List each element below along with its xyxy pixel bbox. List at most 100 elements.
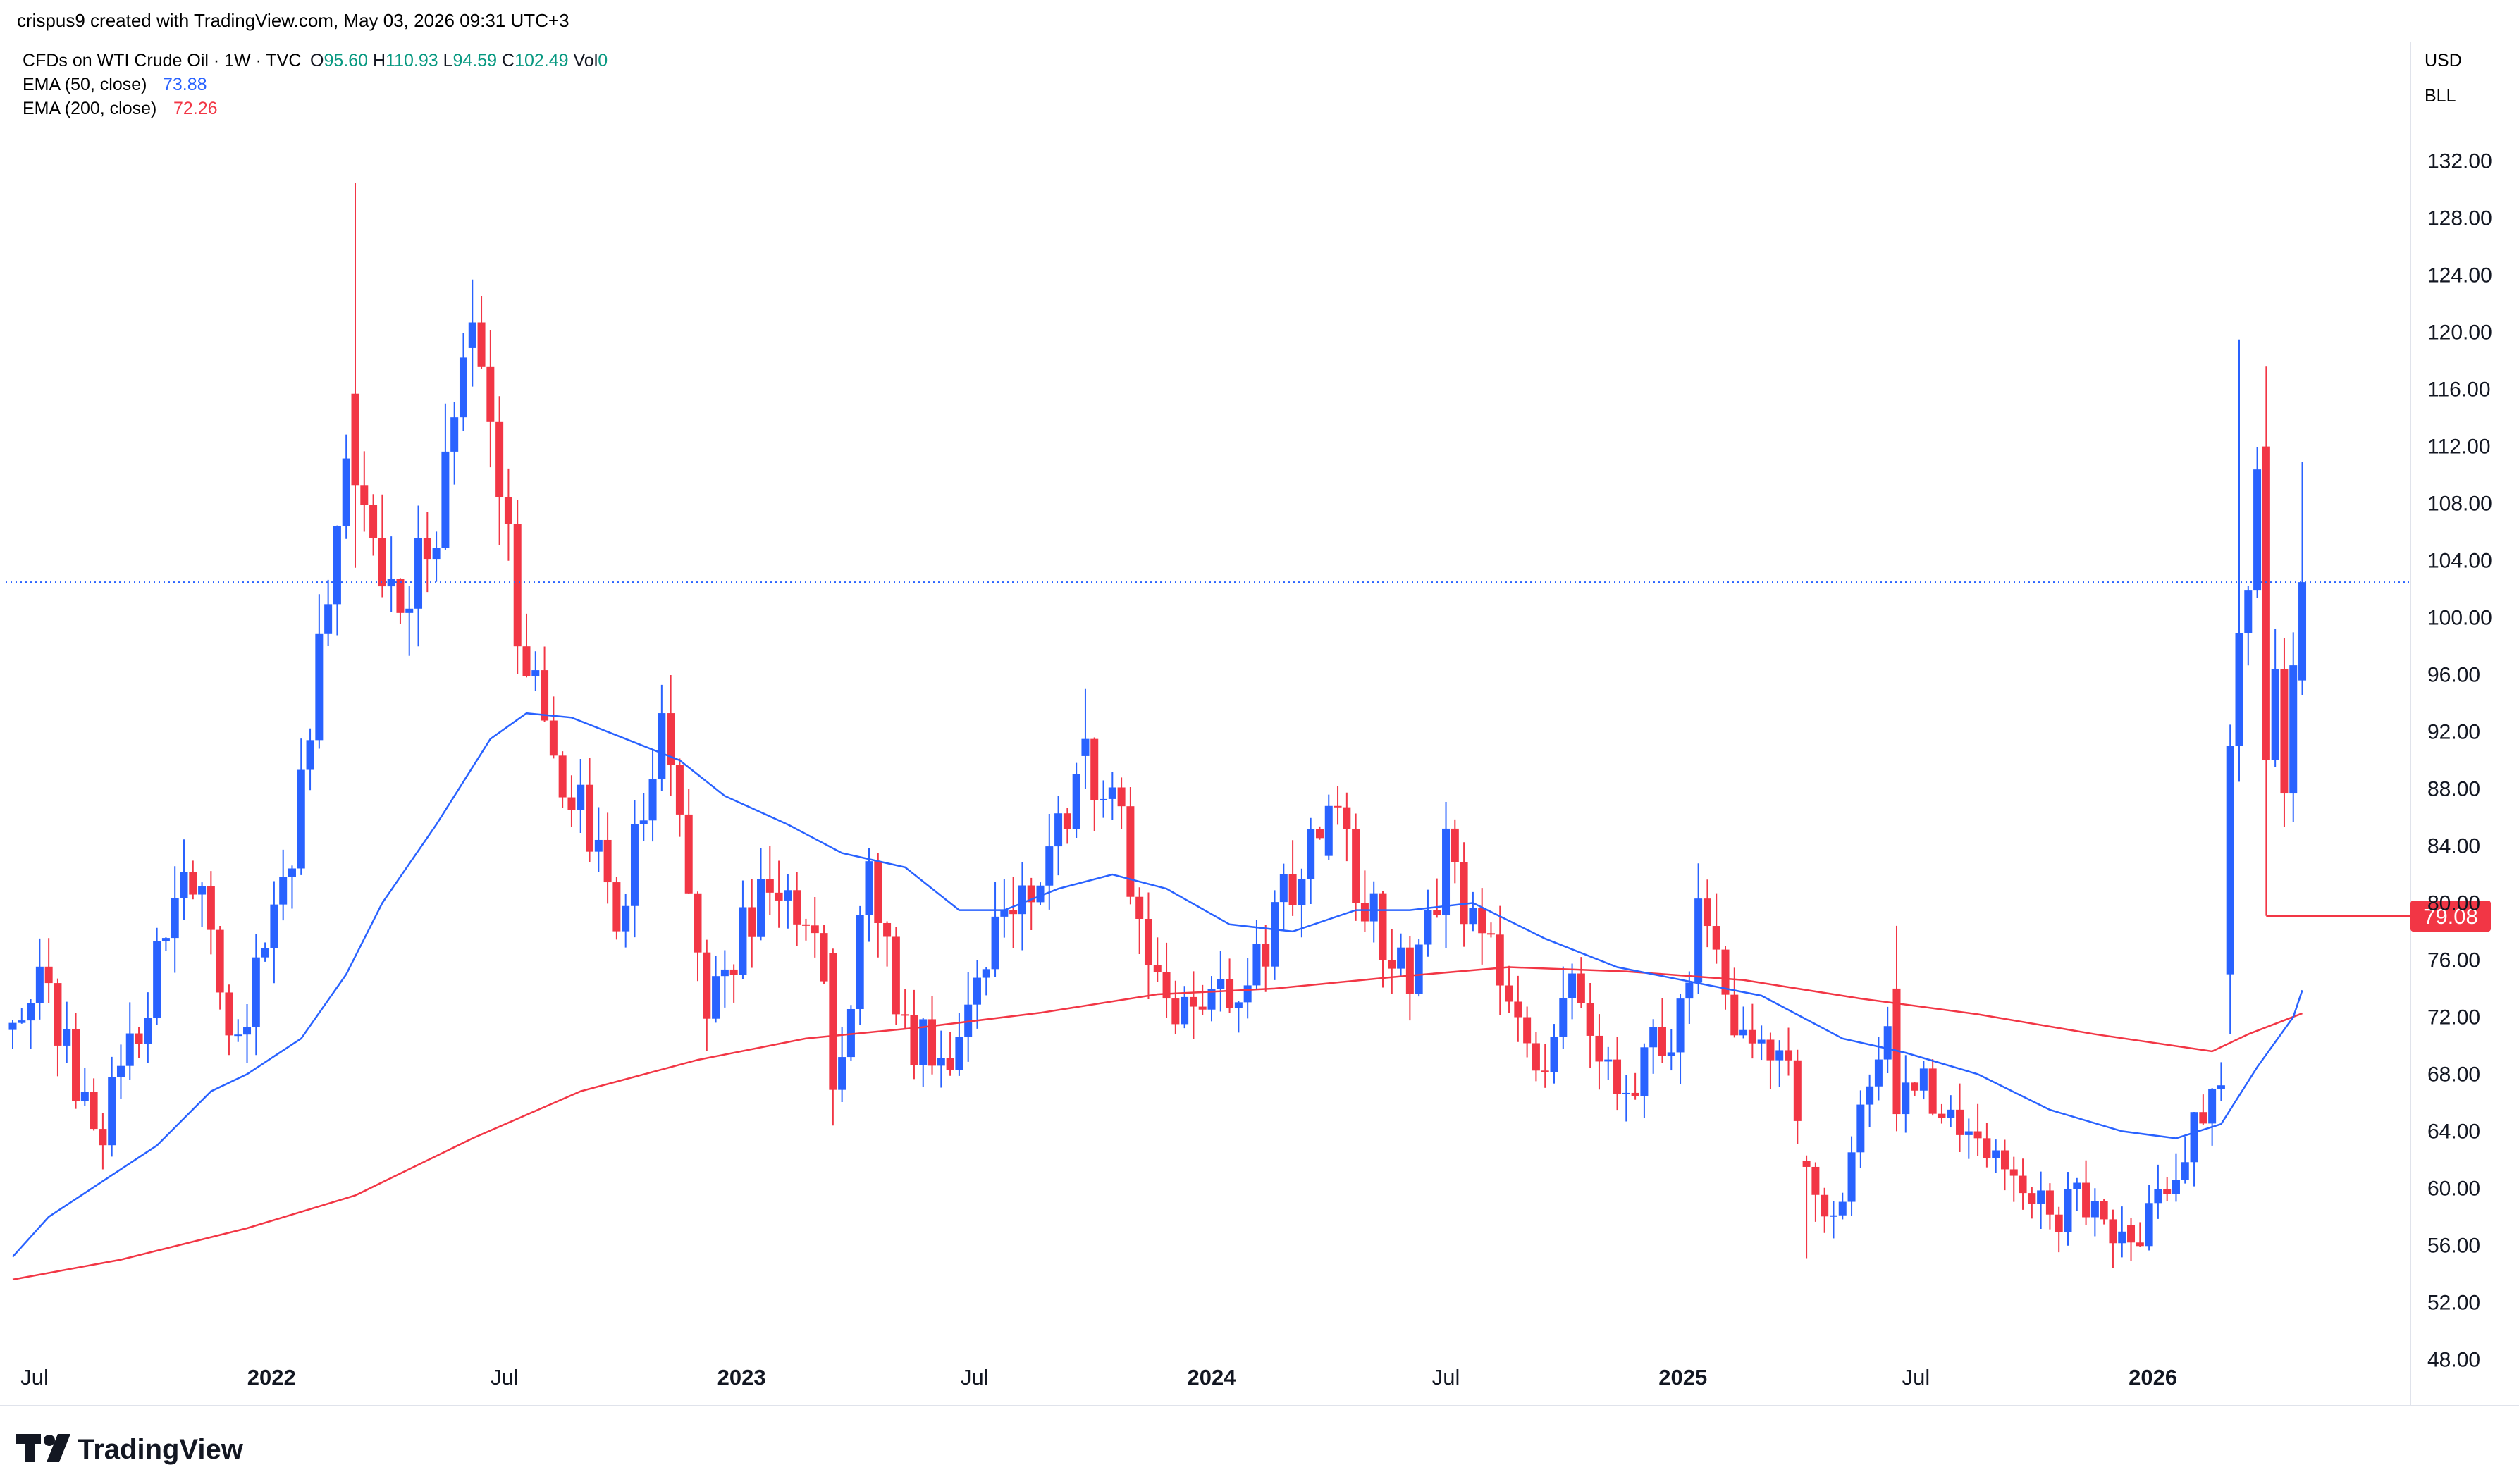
candle[interactable] [108, 1056, 116, 1157]
candle[interactable] [333, 525, 341, 636]
candle[interactable] [1613, 1037, 1622, 1111]
plot-area[interactable]: 79.08 [0, 42, 2519, 1406]
candle[interactable] [2181, 1137, 2189, 1184]
candle[interactable] [1360, 870, 1369, 932]
candle[interactable] [1802, 1155, 1811, 1259]
candle[interactable] [477, 296, 486, 369]
candle[interactable] [1676, 994, 1685, 1084]
candle[interactable] [1369, 881, 1378, 943]
candle[interactable] [1298, 868, 1306, 938]
candle[interactable] [1595, 1014, 1603, 1090]
candle[interactable] [1424, 889, 1432, 957]
candle[interactable] [252, 934, 260, 1056]
candle[interactable] [2127, 1218, 2136, 1261]
candle[interactable] [739, 880, 747, 979]
candle[interactable] [1973, 1103, 1982, 1156]
candle[interactable] [874, 853, 882, 958]
candle[interactable] [1523, 1006, 1532, 1058]
candle[interactable] [801, 918, 810, 941]
candle[interactable] [189, 860, 197, 900]
candle[interactable] [18, 1008, 26, 1024]
candle[interactable] [919, 1018, 928, 1087]
candle[interactable] [1334, 786, 1342, 825]
candle[interactable] [1324, 794, 1333, 860]
candle[interactable] [1018, 862, 1026, 951]
candle[interactable] [1271, 890, 1279, 980]
candle[interactable] [198, 882, 207, 927]
candle[interactable] [2217, 1062, 2225, 1101]
candle[interactable] [468, 279, 476, 387]
candle[interactable] [1234, 1000, 1243, 1033]
candle[interactable] [531, 651, 540, 691]
candle[interactable] [1712, 893, 1720, 964]
candle[interactable] [216, 925, 224, 1010]
candle[interactable] [1307, 817, 1315, 905]
candle[interactable] [1252, 920, 1261, 990]
candle[interactable] [883, 921, 892, 967]
candle[interactable] [153, 927, 161, 1025]
candle[interactable] [1748, 1003, 1756, 1059]
candle[interactable] [1054, 796, 1063, 876]
candle[interactable] [982, 967, 990, 996]
candle[interactable] [8, 1020, 17, 1049]
candle[interactable] [1226, 958, 1234, 1013]
candle[interactable] [2019, 1158, 2027, 1210]
candle[interactable] [297, 738, 305, 875]
candle[interactable] [1577, 957, 1585, 1008]
candle[interactable] [2064, 1172, 2072, 1246]
candle[interactable] [2253, 447, 2262, 598]
candle[interactable] [712, 956, 720, 1023]
candle[interactable] [1866, 1074, 1874, 1127]
candle[interactable] [892, 927, 900, 1025]
candle[interactable] [1902, 1055, 1910, 1133]
candle[interactable] [450, 402, 459, 485]
candle[interactable] [171, 866, 179, 973]
candle[interactable] [1631, 1072, 1639, 1100]
candle[interactable] [694, 891, 702, 982]
candle[interactable] [1451, 819, 1459, 884]
candle[interactable] [2009, 1156, 2018, 1202]
candle[interactable] [1379, 891, 1387, 988]
candle[interactable] [765, 846, 774, 915]
candle[interactable] [1469, 891, 1477, 932]
candle[interactable] [324, 579, 333, 646]
candle[interactable] [1415, 939, 1423, 997]
candle[interactable] [775, 860, 783, 928]
candle[interactable] [1433, 878, 1441, 918]
candle[interactable] [161, 937, 170, 951]
candle[interactable] [846, 1005, 855, 1061]
candle[interactable] [1811, 1162, 1820, 1222]
candle[interactable] [315, 594, 324, 749]
candle[interactable] [1315, 826, 1324, 840]
candle[interactable] [1108, 772, 1116, 820]
candle[interactable] [1956, 1083, 1964, 1152]
candle[interactable] [1081, 688, 1090, 789]
candle[interactable] [2000, 1139, 2009, 1191]
candle[interactable] [622, 893, 630, 948]
candle[interactable] [1478, 888, 1486, 965]
candle[interactable] [684, 789, 693, 894]
candle[interactable] [1964, 1118, 1973, 1159]
candle[interactable] [225, 984, 233, 1056]
candle[interactable] [1153, 937, 1162, 982]
candle[interactable] [667, 675, 675, 796]
candle[interactable] [243, 1004, 252, 1063]
candle[interactable] [1352, 813, 1360, 921]
candle[interactable] [2100, 1199, 2108, 1225]
candle[interactable] [1983, 1123, 1991, 1168]
candle[interactable] [1550, 1024, 1558, 1084]
candle[interactable] [1162, 942, 1171, 1018]
candle[interactable] [856, 905, 864, 1025]
candle[interactable] [2090, 1188, 2099, 1237]
candle[interactable] [2163, 1177, 2172, 1202]
candle[interactable] [1072, 762, 1080, 839]
candle[interactable] [261, 942, 269, 962]
candle[interactable] [396, 578, 405, 624]
candle[interactable] [1514, 975, 1522, 1042]
candle[interactable] [1703, 879, 1711, 948]
candle[interactable] [360, 451, 369, 532]
candle[interactable] [2136, 1222, 2144, 1247]
candle[interactable] [423, 512, 431, 593]
candle[interactable] [838, 1027, 846, 1102]
horizontal-level-label[interactable]: 79.08 [2410, 901, 2491, 932]
